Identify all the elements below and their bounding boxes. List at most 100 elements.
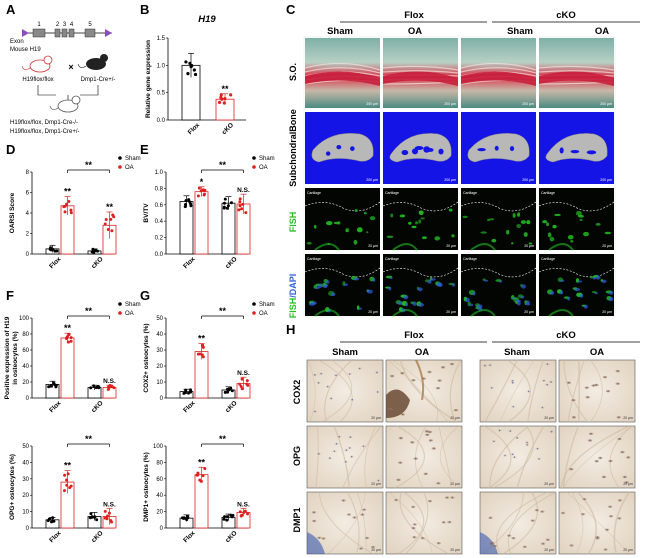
ihc-nucleus <box>318 452 320 455</box>
ihc-image <box>558 491 636 555</box>
data-point <box>223 97 227 101</box>
data-point <box>225 387 229 391</box>
legend-marker <box>252 302 256 306</box>
data-point <box>201 355 205 359</box>
fish-signal <box>470 243 496 251</box>
ihc-nucleus <box>429 439 432 442</box>
scale-bar-label: 20 μm <box>602 310 612 314</box>
ihc-nucleus <box>596 537 599 540</box>
ihc-nucleus <box>422 377 425 380</box>
col-sham-cko: Sham <box>507 26 533 37</box>
y-tick-label: 80 <box>156 460 163 466</box>
ihc-nucleus <box>511 379 514 382</box>
cartilage-boundary <box>382 201 459 212</box>
fish-image <box>539 188 614 250</box>
x-tick-label: Flox <box>182 529 197 544</box>
ihc-texture <box>527 359 545 423</box>
fish-signal <box>516 223 522 229</box>
scale-bar-label: 200 μm <box>444 178 456 182</box>
data-point <box>89 512 93 516</box>
significance-label: N.S. <box>103 378 116 385</box>
y-tick-label: 0.5 <box>157 91 166 97</box>
data-point <box>52 519 56 523</box>
bar-oa <box>60 337 75 399</box>
ihc-nucleus <box>314 374 316 376</box>
ihc-nucleus <box>389 408 391 410</box>
data-point <box>229 93 233 97</box>
fish-signal <box>354 208 358 213</box>
fish-signal <box>552 224 557 229</box>
data-point <box>182 516 186 520</box>
data-point <box>242 510 246 514</box>
fish-signal <box>512 213 516 218</box>
y-tick-label: 60 <box>156 477 163 483</box>
significance-label: ** <box>64 461 72 471</box>
ihc-nucleus <box>606 528 608 531</box>
data-point <box>223 390 227 394</box>
y-tick-label: 50 <box>156 316 163 322</box>
ihc-nucleus <box>619 499 621 502</box>
ihc-nucleus <box>400 437 402 439</box>
y-axis-label: COX2+ osteocytes (%) <box>143 323 150 392</box>
y-tick-label: 0.4 <box>155 219 164 225</box>
ihc-texture <box>327 491 366 555</box>
scale-bar-label: 20 μm <box>602 244 612 248</box>
data-point <box>229 201 233 205</box>
chart-cox2-osteocytes: 0 10 20 30 40 50 COX2+ osteocytes (%) ** Flox N.S… <box>143 302 275 414</box>
dapi-nucleus <box>592 276 596 280</box>
grid-frame <box>303 36 616 318</box>
scale-bar-label: 200 μm <box>522 178 534 182</box>
fish-signal <box>314 309 340 317</box>
data-point <box>187 198 191 202</box>
ihc-nucleus <box>511 381 514 384</box>
ihc-texture <box>571 491 584 555</box>
image-grid-h: 20 μm 20 μm 20 μm 20 μm 20 μm 20 μm 20 μm 20 μm… <box>306 359 636 555</box>
legend-label: OA <box>125 165 134 171</box>
data-point <box>53 249 57 253</box>
y-axis-label: in osteocytes (%) <box>12 331 19 384</box>
data-point <box>183 391 187 395</box>
data-point <box>111 213 115 217</box>
significance-label: N.S. <box>237 501 250 508</box>
ihc-nucleus <box>621 451 624 453</box>
ihc-nucleus <box>376 371 378 374</box>
bone-pore <box>325 151 331 156</box>
dapi-nucleus <box>601 279 607 283</box>
ihc-nucleus <box>542 542 544 545</box>
data-point <box>95 518 99 522</box>
fish-signal <box>579 218 583 222</box>
ihc-texture <box>307 359 316 423</box>
dapi-nucleus <box>516 301 521 306</box>
h-group-cko-header: cKO <box>556 330 576 341</box>
scale-bar-label: 20 μm <box>446 244 456 248</box>
ihc-nucleus <box>546 363 549 365</box>
chart-opg-osteocytes: 0 10 20 30 40 50 OPG+ osteocytes (%) ** Flox N.S.… <box>9 434 117 544</box>
bone-pore <box>494 145 499 151</box>
fish-signal <box>528 242 533 245</box>
so-texture <box>460 62 537 71</box>
data-point <box>219 95 223 100</box>
dapi-nucleus <box>521 284 526 289</box>
fish-signal <box>595 222 601 226</box>
dapi-nucleus <box>317 283 323 288</box>
data-point <box>90 515 94 519</box>
ihc-nucleus <box>372 546 374 548</box>
fish-signal <box>345 229 349 233</box>
scale-bar-label: 20 μm <box>623 416 633 420</box>
ihc-nucleus <box>322 537 325 540</box>
fish-signal <box>422 236 427 240</box>
bone-pore <box>427 148 434 152</box>
data-point <box>188 200 192 204</box>
y-tick-label: 0 <box>160 396 164 402</box>
ihc-nucleus <box>366 537 368 539</box>
data-point <box>196 194 200 198</box>
so-texture <box>304 62 381 71</box>
so-texture <box>460 67 537 74</box>
ihc-nucleus <box>348 447 351 449</box>
h-col-sham-flox: Sham <box>332 347 358 358</box>
significance-label: N.S. <box>103 501 116 508</box>
significance-label: N.S. <box>237 370 250 377</box>
ihc-image <box>558 425 636 489</box>
fish-signal <box>526 220 531 225</box>
